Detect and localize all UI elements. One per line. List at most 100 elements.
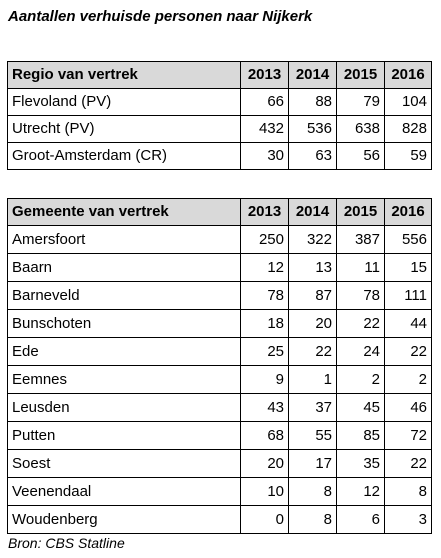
- cell-value: 37: [288, 393, 337, 422]
- column-header-year: 2016: [384, 198, 432, 226]
- cell-value: 46: [384, 393, 432, 422]
- cell-value: 2: [336, 365, 385, 394]
- cell-value: 0: [240, 505, 289, 534]
- cell-value: 87: [288, 281, 337, 310]
- row-label: Amersfoort: [7, 225, 241, 254]
- table-row: Veenendaal 10 8 12 8: [7, 477, 432, 506]
- regio-table: Regio van vertrek 2013 2014 2015 2016 Flevol…: [7, 61, 432, 170]
- table-row: Flevoland (PV) 66 88 79 104: [7, 88, 432, 116]
- column-header-year: 2014: [288, 61, 337, 89]
- row-label: Putten: [7, 421, 241, 450]
- column-header-year: 2015: [336, 198, 385, 226]
- cell-value: 18: [240, 309, 289, 338]
- table-row: Soest 20 17 35 22: [7, 449, 432, 478]
- table-row: Ede 25 22 24 22: [7, 337, 432, 366]
- cell-value: 432: [240, 115, 289, 143]
- row-label: Baarn: [7, 253, 241, 282]
- cell-value: 104: [384, 88, 432, 116]
- cell-value: 1: [288, 365, 337, 394]
- cell-value: 72: [384, 421, 432, 450]
- cell-value: 66: [240, 88, 289, 116]
- table-row: Groot-Amsterdam (CR) 30 63 56 59: [7, 142, 432, 170]
- cell-value: 8: [288, 505, 337, 534]
- cell-value: 30: [240, 142, 289, 170]
- cell-value: 20: [240, 449, 289, 478]
- gemeente-table: Gemeente van vertrek 2013 2014 2015 2016 Ame…: [7, 198, 432, 534]
- table-row: Bunschoten 18 20 22 44: [7, 309, 432, 338]
- page-title: Aantallen verhuisde personen naar Nijker…: [8, 8, 313, 25]
- cell-value: 44: [384, 309, 432, 338]
- cell-value: 9: [240, 365, 289, 394]
- cell-value: 22: [384, 449, 432, 478]
- cell-value: 536: [288, 115, 337, 143]
- cell-value: 63: [288, 142, 337, 170]
- column-header-year: 2013: [240, 198, 289, 226]
- row-label: Barneveld: [7, 281, 241, 310]
- cell-value: 59: [384, 142, 432, 170]
- column-header-name: Gemeente van vertrek: [7, 198, 241, 226]
- cell-value: 8: [288, 477, 337, 506]
- row-label: Utrecht (PV): [7, 115, 241, 143]
- row-label: Woudenberg: [7, 505, 241, 534]
- cell-value: 78: [240, 281, 289, 310]
- cell-value: 88: [288, 88, 337, 116]
- cell-value: 24: [336, 337, 385, 366]
- cell-value: 111: [384, 281, 432, 310]
- table-row: Amersfoort 250 322 387 556: [7, 225, 432, 254]
- table-row: Barneveld 78 87 78 111: [7, 281, 432, 310]
- row-label: Flevoland (PV): [7, 88, 241, 116]
- table-row: Putten 68 55 85 72: [7, 421, 432, 450]
- column-header-year: 2013: [240, 61, 289, 89]
- cell-value: 17: [288, 449, 337, 478]
- cell-value: 25: [240, 337, 289, 366]
- column-header-year: 2015: [336, 61, 385, 89]
- source-note: Bron: CBS Statline: [8, 535, 125, 551]
- cell-value: 11: [336, 253, 385, 282]
- row-label: Veenendaal: [7, 477, 241, 506]
- cell-value: 2: [384, 365, 432, 394]
- row-label: Bunschoten: [7, 309, 241, 338]
- cell-value: 56: [336, 142, 385, 170]
- cell-value: 6: [336, 505, 385, 534]
- cell-value: 20: [288, 309, 337, 338]
- cell-value: 55: [288, 421, 337, 450]
- table-header-row: Regio van vertrek 2013 2014 2015 2016: [7, 61, 432, 89]
- row-label: Leusden: [7, 393, 241, 422]
- cell-value: 22: [336, 309, 385, 338]
- table-row: Baarn 12 13 11 15: [7, 253, 432, 282]
- cell-value: 78: [336, 281, 385, 310]
- column-header-name: Regio van vertrek: [7, 61, 241, 89]
- row-label: Ede: [7, 337, 241, 366]
- table-header-row: Gemeente van vertrek 2013 2014 2015 2016: [7, 198, 432, 226]
- column-header-year: 2016: [384, 61, 432, 89]
- cell-value: 15: [384, 253, 432, 282]
- cell-value: 22: [288, 337, 337, 366]
- cell-value: 3: [384, 505, 432, 534]
- cell-value: 828: [384, 115, 432, 143]
- cell-value: 13: [288, 253, 337, 282]
- cell-value: 387: [336, 225, 385, 254]
- row-label: Groot-Amsterdam (CR): [7, 142, 241, 170]
- cell-value: 85: [336, 421, 385, 450]
- cell-value: 68: [240, 421, 289, 450]
- cell-value: 8: [384, 477, 432, 506]
- cell-value: 638: [336, 115, 385, 143]
- cell-value: 556: [384, 225, 432, 254]
- cell-value: 250: [240, 225, 289, 254]
- cell-value: 79: [336, 88, 385, 116]
- row-label: Soest: [7, 449, 241, 478]
- cell-value: 12: [240, 253, 289, 282]
- table-row: Leusden 43 37 45 46: [7, 393, 432, 422]
- cell-value: 12: [336, 477, 385, 506]
- cell-value: 43: [240, 393, 289, 422]
- cell-value: 22: [384, 337, 432, 366]
- row-label: Eemnes: [7, 365, 241, 394]
- cell-value: 322: [288, 225, 337, 254]
- table-row: Eemnes 9 1 2 2: [7, 365, 432, 394]
- table-row: Woudenberg 0 8 6 3: [7, 505, 432, 534]
- cell-value: 35: [336, 449, 385, 478]
- cell-value: 10: [240, 477, 289, 506]
- column-header-year: 2014: [288, 198, 337, 226]
- table-row: Utrecht (PV) 432 536 638 828: [7, 115, 432, 143]
- cell-value: 45: [336, 393, 385, 422]
